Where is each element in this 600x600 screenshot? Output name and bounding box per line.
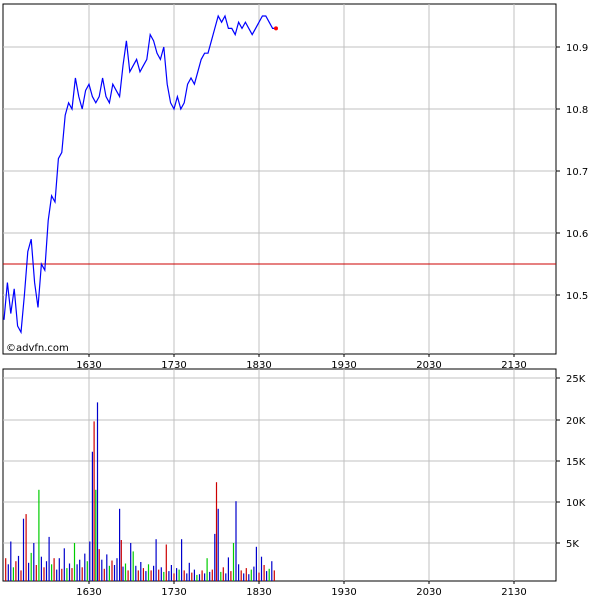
volume-panel: 1630 1730 1830 1930 2030 2130 5K 10K 15K 20K 25K [2,368,586,598]
volume-plot-frame [2,368,557,582]
volume-y-tick-20K: 20K [566,416,586,427]
watermark: ©advfn.com [6,343,69,354]
price-y-tick-10.8: 10.8 [566,105,588,116]
price-x-tick-1830: 1830 [246,360,271,371]
price-x-tick-1930: 1930 [331,360,356,371]
volume-x-tick-1630: 1630 [76,587,101,598]
volume-x-tick-1930: 1930 [331,587,356,598]
price-x-tick-labels: 1630 1730 1830 1930 2030 2130 [76,354,527,371]
price-x-tick-2030: 2030 [416,360,441,371]
price-grid [3,4,556,354]
price-y-tick-10.6: 10.6 [566,229,588,240]
volume-x-tick-2130: 2130 [501,587,526,598]
volume-y-tick-5K: 5K [566,539,579,550]
volume-y-tick-15K: 15K [566,457,586,468]
price-y-tick-10.9: 10.9 [566,43,588,54]
volume-x-tick-1730: 1730 [161,587,186,598]
price-y-tick-10.5: 10.5 [566,291,588,302]
last-price-marker [274,26,278,31]
volume-x-tick-1830: 1830 [246,587,271,598]
volume-y-tick-25K: 25K [566,374,586,385]
volume-x-tick-labels: 1630 1730 1830 1930 2030 2130 [76,581,527,598]
price-y-tick-10.7: 10.7 [566,167,588,178]
volume-y-tick-labels: 5K 10K 15K 20K 25K [556,374,586,550]
price-x-tick-1630: 1630 [76,360,101,371]
price-x-tick-2130: 2130 [501,360,526,371]
price-line [3,14,276,335]
price-y-tick-labels: 10.5 10.6 10.7 10.8 10.9 [556,43,588,302]
price-plot-frame [2,3,557,355]
volume-bars [5,402,275,581]
price-x-tick-1730: 1730 [161,360,186,371]
volume-grid [3,369,556,581]
volume-x-tick-2030: 2030 [416,587,441,598]
volume-y-tick-10K: 10K [566,498,586,509]
price-panel: 1630 1730 1830 1930 2030 2130 10.510.610.710.… [2,3,588,371]
